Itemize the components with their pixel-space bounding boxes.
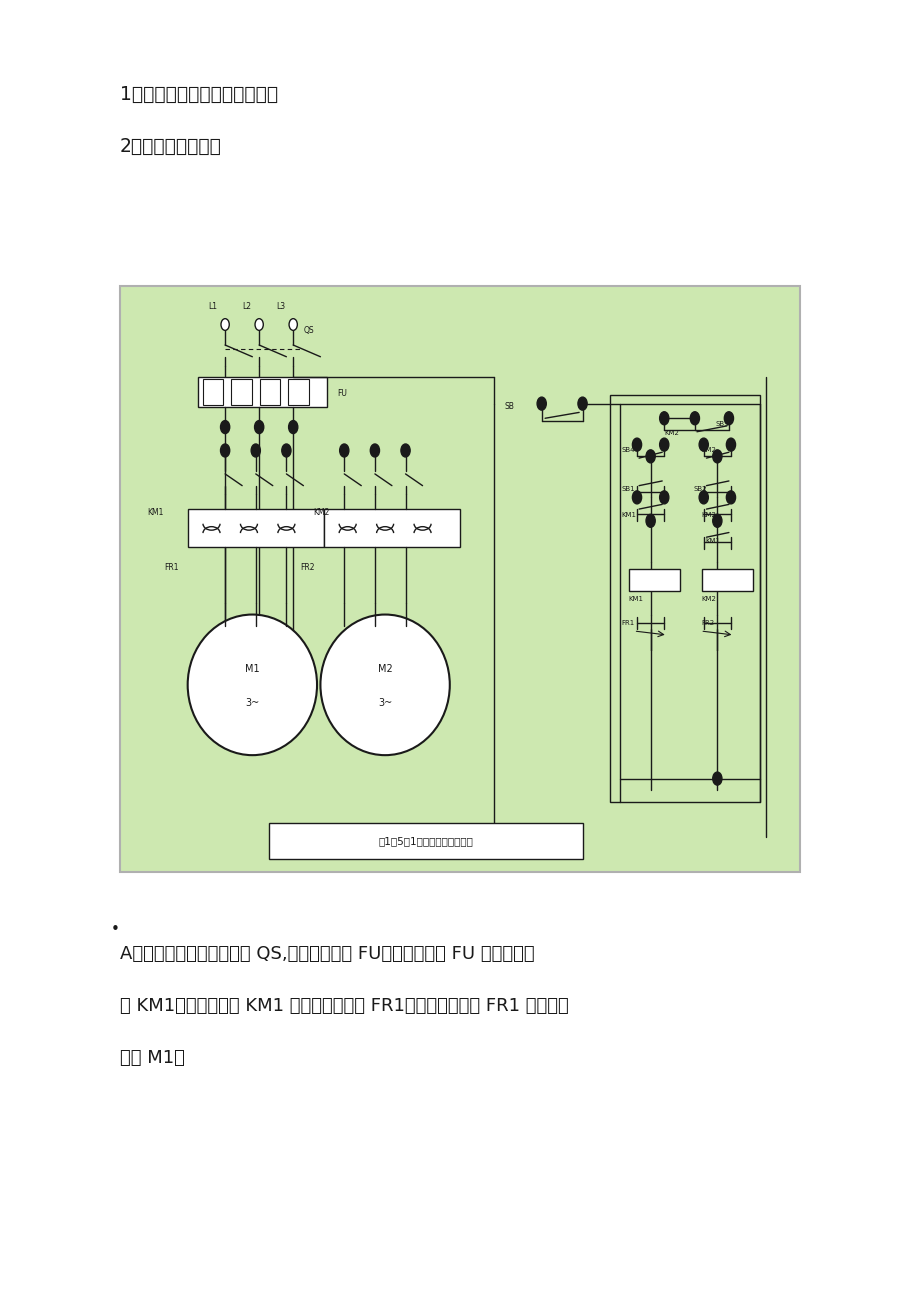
Circle shape bbox=[723, 411, 732, 424]
Text: FR2: FR2 bbox=[300, 564, 314, 572]
Circle shape bbox=[221, 421, 230, 434]
Text: A，三相电源通过电源开关 QS,来到了熔断器 FU，通过熔断器 FU 来到了接触: A，三相电源通过电源开关 QS,来到了熔断器 FU，通过熔断器 FU 来到了接触 bbox=[119, 945, 534, 963]
Bar bbox=[119, 286, 800, 872]
Text: M2: M2 bbox=[378, 664, 392, 674]
Ellipse shape bbox=[187, 615, 317, 755]
Circle shape bbox=[255, 421, 264, 434]
Circle shape bbox=[726, 437, 735, 452]
Text: 图1－5－1两台电动机联所控制: 图1－5－1两台电动机联所控制 bbox=[378, 836, 473, 846]
Text: 2，主控制回路接线: 2，主控制回路接线 bbox=[119, 137, 221, 156]
Ellipse shape bbox=[320, 615, 449, 755]
Circle shape bbox=[631, 491, 641, 504]
Text: KM1: KM1 bbox=[704, 538, 720, 544]
Circle shape bbox=[369, 444, 380, 457]
Circle shape bbox=[645, 450, 654, 464]
Bar bbox=[231, 379, 252, 405]
Circle shape bbox=[255, 319, 263, 331]
Text: L3: L3 bbox=[276, 302, 285, 311]
Bar bbox=[289, 379, 309, 405]
Text: M1: M1 bbox=[244, 664, 259, 674]
Bar bbox=[259, 379, 280, 405]
Circle shape bbox=[659, 437, 668, 452]
Text: •: • bbox=[110, 922, 119, 937]
Circle shape bbox=[631, 437, 641, 452]
Bar bbox=[323, 509, 460, 547]
Circle shape bbox=[645, 514, 654, 527]
Circle shape bbox=[689, 411, 698, 424]
Text: KM2: KM2 bbox=[701, 448, 716, 453]
Text: SB2: SB2 bbox=[693, 486, 706, 492]
Bar bbox=[269, 823, 582, 859]
Text: L2: L2 bbox=[242, 302, 251, 311]
Text: 3~: 3~ bbox=[245, 698, 259, 708]
Circle shape bbox=[712, 772, 721, 785]
Text: SB3: SB3 bbox=[715, 421, 728, 427]
Circle shape bbox=[659, 411, 668, 424]
Circle shape bbox=[712, 514, 721, 527]
Bar bbox=[609, 395, 759, 802]
Text: KM2: KM2 bbox=[664, 430, 678, 436]
Circle shape bbox=[659, 491, 668, 504]
Text: FR1: FR1 bbox=[164, 564, 178, 572]
Text: FR1: FR1 bbox=[620, 620, 634, 626]
Text: 器 KM1，通过接触器 KM1 来到了热继电器 FR1，通过热继电器 FR1 来到了电: 器 KM1，通过接触器 KM1 来到了热继电器 FR1，通过热继电器 FR1 来… bbox=[119, 997, 568, 1016]
Text: L1: L1 bbox=[208, 302, 217, 311]
Text: KM1: KM1 bbox=[620, 512, 636, 518]
Text: 3~: 3~ bbox=[378, 698, 391, 708]
Text: SB4: SB4 bbox=[620, 448, 634, 453]
Circle shape bbox=[281, 444, 290, 457]
Circle shape bbox=[289, 421, 298, 434]
Text: SB: SB bbox=[504, 402, 514, 411]
Bar bbox=[202, 379, 222, 405]
Bar bbox=[629, 569, 679, 591]
Circle shape bbox=[251, 444, 260, 457]
Circle shape bbox=[221, 319, 229, 331]
Circle shape bbox=[339, 444, 348, 457]
Bar bbox=[187, 509, 323, 547]
Bar bbox=[198, 378, 327, 406]
Circle shape bbox=[289, 319, 297, 331]
Text: KM2: KM2 bbox=[701, 512, 716, 518]
Text: KM2: KM2 bbox=[701, 596, 716, 603]
Circle shape bbox=[712, 450, 721, 464]
Text: FR2: FR2 bbox=[701, 620, 714, 626]
Text: KM2: KM2 bbox=[313, 508, 330, 517]
Circle shape bbox=[401, 444, 410, 457]
Circle shape bbox=[698, 491, 708, 504]
Text: SB1: SB1 bbox=[620, 486, 634, 492]
Circle shape bbox=[221, 444, 230, 457]
Text: KM1: KM1 bbox=[629, 596, 643, 603]
Text: 1，两台电动机全部为星形连接: 1，两台电动机全部为星形连接 bbox=[119, 85, 278, 104]
Text: QS: QS bbox=[303, 326, 313, 335]
Text: 动机 M1。: 动机 M1。 bbox=[119, 1049, 185, 1068]
Circle shape bbox=[577, 397, 586, 410]
Circle shape bbox=[698, 437, 708, 452]
Text: FU: FU bbox=[337, 388, 347, 397]
Text: KM1: KM1 bbox=[147, 508, 163, 517]
Bar bbox=[701, 569, 752, 591]
Circle shape bbox=[537, 397, 546, 410]
Circle shape bbox=[726, 491, 735, 504]
